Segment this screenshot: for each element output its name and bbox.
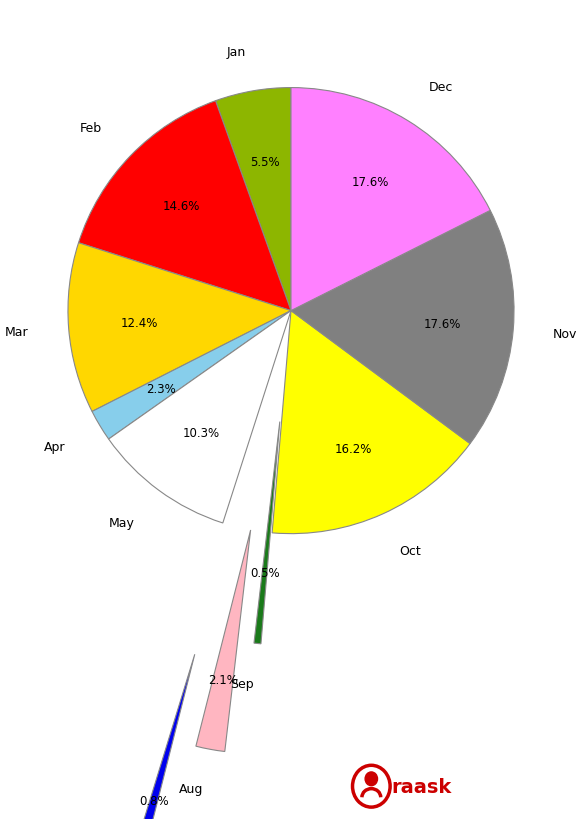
Text: 17.6%: 17.6% xyxy=(352,176,389,188)
Text: 17.6%: 17.6% xyxy=(424,318,461,331)
Text: 0.5%: 0.5% xyxy=(250,566,279,579)
Text: 2.3%: 2.3% xyxy=(146,382,176,396)
Wedge shape xyxy=(68,243,291,412)
Text: 14.6%: 14.6% xyxy=(163,200,201,213)
Wedge shape xyxy=(291,211,514,444)
Text: Mar: Mar xyxy=(5,326,29,339)
Wedge shape xyxy=(79,102,291,311)
Text: Dec: Dec xyxy=(429,81,453,94)
Text: 2.1%: 2.1% xyxy=(208,672,238,686)
Text: Oct: Oct xyxy=(399,545,421,558)
Wedge shape xyxy=(92,311,291,440)
Text: 12.4%: 12.4% xyxy=(121,317,158,330)
Text: raask: raask xyxy=(391,776,452,796)
Text: Sep: Sep xyxy=(230,677,253,690)
Text: Nov: Nov xyxy=(553,328,577,341)
Wedge shape xyxy=(254,422,280,644)
Circle shape xyxy=(365,772,378,785)
Text: Apr: Apr xyxy=(44,440,65,453)
Wedge shape xyxy=(272,311,470,534)
Text: Feb: Feb xyxy=(80,122,102,135)
Text: Jan: Jan xyxy=(226,46,246,59)
Wedge shape xyxy=(196,531,251,752)
Text: Aug: Aug xyxy=(179,782,203,795)
Wedge shape xyxy=(109,311,291,523)
Text: May: May xyxy=(109,517,135,530)
Text: 5.5%: 5.5% xyxy=(250,156,280,169)
Text: 16.2%: 16.2% xyxy=(335,443,372,456)
Wedge shape xyxy=(129,654,195,819)
Wedge shape xyxy=(291,88,490,311)
Wedge shape xyxy=(215,88,291,311)
Text: 10.3%: 10.3% xyxy=(183,427,220,440)
Text: 0.8%: 0.8% xyxy=(139,794,169,807)
